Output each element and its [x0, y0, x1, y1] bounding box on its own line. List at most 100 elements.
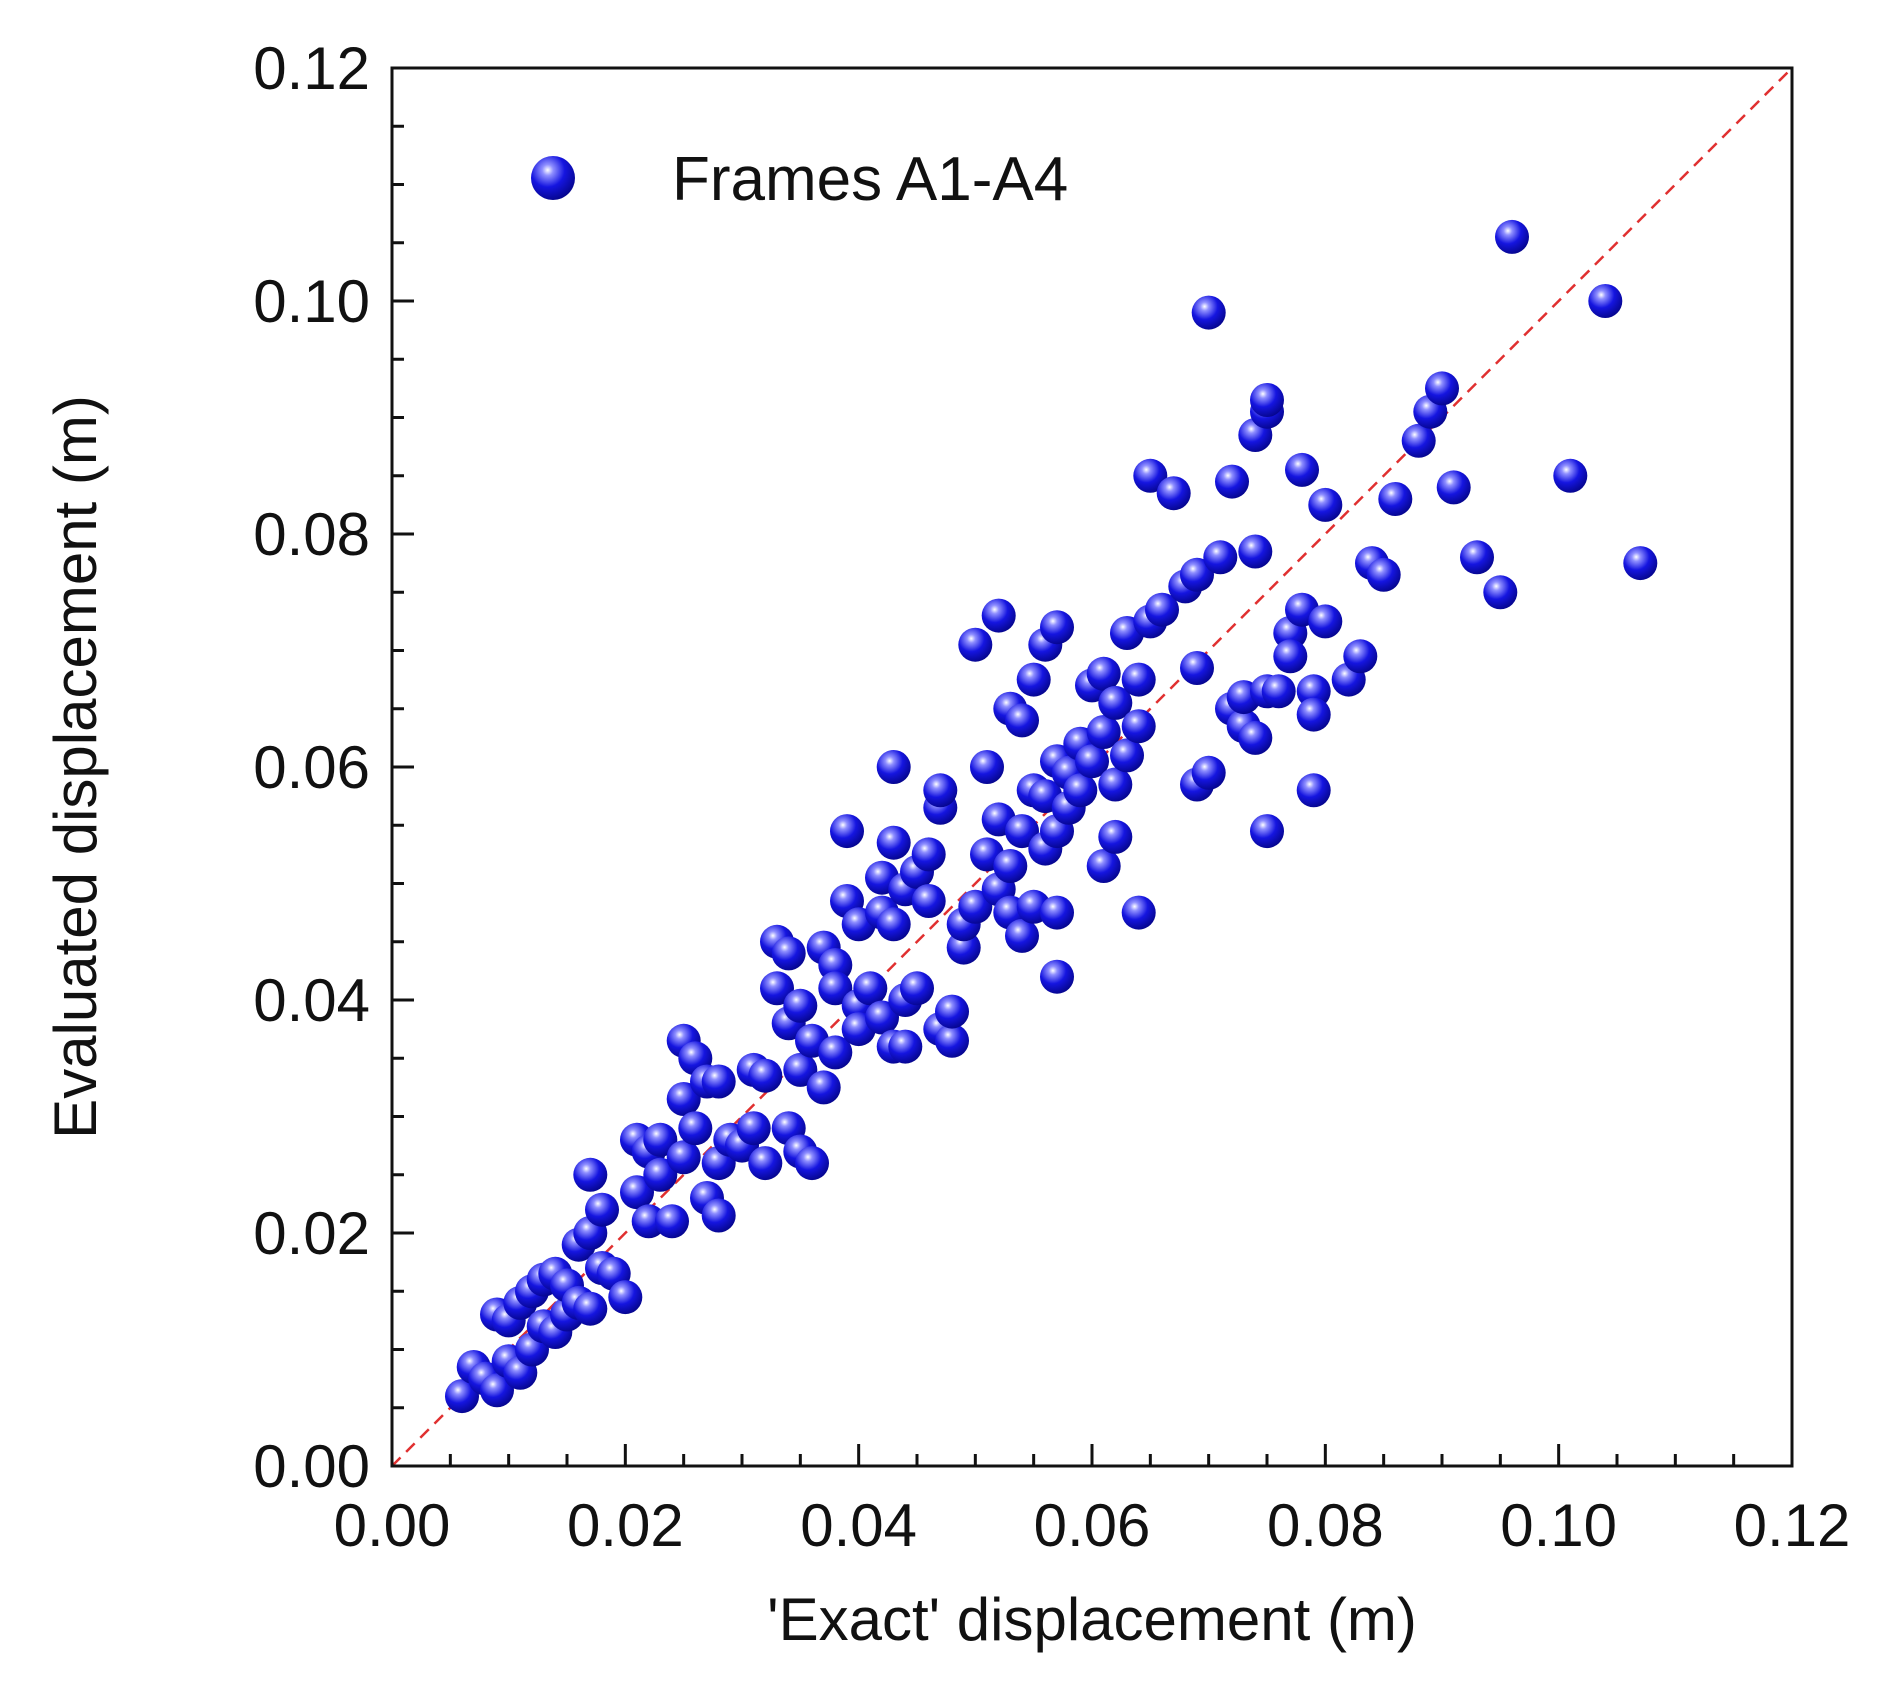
data-point: [923, 773, 958, 808]
data-point: [958, 889, 993, 924]
data-point: [1133, 458, 1168, 493]
data-point: [911, 884, 946, 918]
data-point: [1215, 464, 1249, 499]
legend-label: Frames A1-A4: [672, 145, 1068, 214]
data-point: [643, 1122, 678, 1157]
data-point: [1273, 639, 1308, 674]
data-point: [1121, 895, 1156, 930]
data-point: [900, 971, 934, 1006]
data-point: [946, 930, 981, 965]
x-tick-label: 0.08: [1267, 1492, 1384, 1559]
data-point: [585, 1192, 619, 1227]
data-point: [818, 971, 853, 1006]
data-point: [1145, 592, 1179, 627]
data-point: [1250, 814, 1284, 849]
data-point: [1191, 755, 1226, 790]
y-tick-label: 0.08: [253, 501, 370, 568]
data-point: [806, 1070, 841, 1105]
data-point: [1156, 476, 1191, 511]
data-point: [830, 814, 864, 849]
data-point: [1098, 819, 1133, 854]
data-point: [1075, 744, 1109, 779]
data-point: [1040, 895, 1074, 930]
data-point: [608, 1280, 643, 1315]
data-point: [1086, 849, 1121, 883]
data-point: [1110, 738, 1144, 773]
data-point: [1623, 546, 1658, 581]
data-point: [818, 1035, 853, 1070]
data-point: [480, 1373, 514, 1408]
data-point: [935, 1023, 969, 1058]
data-point: [1308, 604, 1343, 639]
legend-marker: [531, 156, 575, 200]
data-point: [1121, 709, 1156, 744]
data-point: [666, 1082, 701, 1116]
data-point: [771, 936, 806, 971]
data-point: [1191, 295, 1226, 330]
data-point: [1378, 482, 1413, 516]
data-point: [1086, 656, 1121, 691]
data-point: [1180, 651, 1214, 685]
data-point: [631, 1204, 666, 1239]
data-point: [1098, 767, 1133, 802]
data-point: [935, 994, 969, 1029]
data-point: [1238, 720, 1273, 755]
data-point: [795, 1146, 829, 1181]
data-point: [1483, 575, 1518, 610]
x-tick-label: 0.06: [1034, 1492, 1151, 1559]
data-point: [748, 1058, 783, 1093]
data-point: [1238, 534, 1273, 569]
data-point: [1296, 773, 1331, 808]
data-point: [1296, 674, 1331, 709]
data-point: [1086, 715, 1121, 749]
data-point: [993, 849, 1028, 883]
data-point: [783, 988, 818, 1023]
x-tick-label: 0.12: [1734, 1492, 1851, 1559]
y-tick-label: 0.02: [253, 1200, 370, 1267]
data-point: [853, 971, 888, 1006]
data-point: [1005, 703, 1039, 738]
data-point: [701, 1064, 736, 1099]
data-point: [1436, 470, 1471, 505]
y-axis-title: Evaluated displacement (m): [42, 395, 109, 1139]
data-point: [876, 750, 911, 784]
data-point: [573, 1291, 608, 1326]
data-point: [1016, 662, 1051, 697]
data-point: [958, 627, 993, 662]
data-point: [981, 598, 1016, 633]
data-point: [876, 907, 911, 942]
data-point: [748, 1146, 783, 1181]
data-point: [818, 948, 853, 982]
data-point: [970, 750, 1004, 784]
x-tick-label: 0.10: [1500, 1492, 1617, 1559]
x-tick-label: 0.04: [800, 1492, 917, 1559]
data-point: [876, 825, 911, 860]
data-point: [620, 1175, 654, 1210]
data-point: [1005, 814, 1039, 849]
data-point: [1261, 674, 1296, 709]
y-tick-label: 0.10: [253, 268, 370, 335]
data-point: [1588, 284, 1623, 318]
data-point: [1296, 697, 1331, 732]
data-point: [573, 1157, 608, 1192]
data-point: [1180, 557, 1214, 592]
data-point: [1063, 773, 1098, 808]
data-point: [1495, 219, 1529, 254]
data-point: [1203, 540, 1238, 575]
data-point: [666, 1140, 701, 1175]
data-point: [736, 1111, 771, 1146]
data-point: [1366, 557, 1401, 592]
data-point: [445, 1379, 479, 1414]
data-point: [1040, 959, 1074, 994]
data-point: [865, 1000, 899, 1035]
y-tick-label: 0.04: [253, 967, 370, 1034]
data-point: [1460, 540, 1494, 575]
data-point: [1401, 423, 1436, 458]
x-tick-label: 0.02: [567, 1492, 684, 1559]
y-tick-label: 0.06: [253, 734, 370, 801]
x-tick-label: 0.00: [334, 1492, 451, 1559]
data-point: [643, 1157, 678, 1192]
data-point: [1250, 383, 1284, 417]
